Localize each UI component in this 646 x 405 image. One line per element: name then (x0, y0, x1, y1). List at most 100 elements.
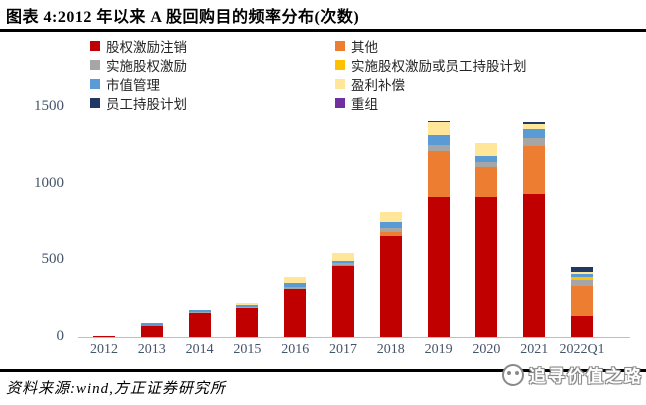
bar-segment (523, 129, 546, 138)
bar-segment (236, 307, 259, 337)
stacked-bar-2015 (236, 302, 259, 337)
bar-segment (427, 151, 450, 198)
bar-segment (571, 271, 593, 275)
bar-segment (379, 228, 402, 232)
legend-item: 股权激励注销 (90, 36, 187, 55)
bar-segment (332, 253, 354, 262)
bar-segment (571, 267, 593, 272)
bar-segment (332, 262, 354, 265)
watermark-text: 追寻价值之路 (529, 367, 643, 386)
stacked-bar-2019 (427, 120, 450, 337)
bar-segment (284, 288, 307, 290)
bar-segment (236, 304, 259, 308)
stacked-bar-2022Q1 (571, 267, 593, 337)
bar-segment (188, 313, 211, 337)
legend-swatch-icon (335, 78, 345, 89)
stacked-bar-2014 (188, 309, 211, 337)
bar-segment (284, 289, 307, 337)
figure-title: 图表 4:2012 年以来 A 股回购目的频率分布(次数) (6, 9, 360, 26)
bar-segment (571, 280, 593, 286)
bar-segment (188, 312, 211, 314)
legend-swatch-icon (335, 40, 345, 51)
bar-segment (332, 261, 354, 263)
y-axis-tick-label: 1500 (34, 98, 64, 114)
legend-label: 实施股权激励 (106, 58, 187, 74)
stacked-bar-2020 (475, 143, 498, 337)
legend-item: 其他 (335, 36, 527, 55)
stacked-bar-2017 (332, 253, 354, 337)
stacked-bar-2013 (140, 323, 163, 337)
bar-segment (475, 166, 498, 198)
y-axis-tick-label: 500 (41, 251, 65, 268)
y-axis-tick-label: 0 (56, 328, 65, 344)
x-axis-tick-label: 2017 (329, 342, 357, 357)
source-note: 资料来源:wind,方正证券研究所 (6, 381, 226, 397)
bar-segment (523, 123, 546, 130)
legend-swatch-icon (335, 59, 345, 70)
bar-segment (332, 265, 354, 337)
legend-label: 实施股权激励或员工持股计划 (351, 58, 527, 74)
watermark: 追寻价值之路 (502, 362, 643, 387)
bar-segment (140, 326, 163, 337)
legend-item: 盈利补偿 (335, 74, 527, 93)
legend-label: 股权激励注销 (106, 39, 187, 55)
bar-segment (236, 302, 259, 305)
bar-segment (571, 285, 593, 316)
bar-segment (523, 121, 546, 124)
watermark-logo-icon (502, 363, 524, 386)
x-axis-tick-label: 2013 (137, 342, 166, 357)
legend-swatch-icon (90, 78, 100, 89)
top-divider (0, 29, 646, 32)
legend-swatch-icon (90, 97, 100, 108)
bar-segment (188, 309, 211, 313)
legend-column-left: 股权激励注销 实施股权激励 市值管理员工持股计划 (90, 36, 187, 112)
x-axis-tick-label: 2021 (520, 342, 549, 357)
stacked-bar-2018 (379, 212, 402, 337)
bar-segment (93, 336, 115, 337)
legend-label: 盈利补偿 (351, 77, 405, 93)
bar-segment (427, 197, 450, 337)
legend-label: 其他 (351, 39, 378, 55)
bar-segment (379, 235, 402, 337)
bar-segment (140, 323, 163, 326)
legend-item: 重组 (335, 93, 527, 112)
x-axis-tick-label: 2019 (424, 342, 453, 357)
legend-label: 市值管理 (106, 77, 160, 93)
legend-swatch-icon (335, 97, 345, 108)
bar-segment (475, 162, 498, 167)
legend-column-right: 其他实施股权激励或员工持股计划 盈利补偿重组 (335, 36, 527, 112)
x-axis-tick-label: 2014 (185, 342, 214, 357)
legend-label: 重组 (351, 96, 378, 112)
legend-swatch-icon (90, 40, 100, 51)
bar-segment (236, 307, 259, 308)
bar-segment (475, 197, 498, 337)
bar-segment (284, 283, 307, 288)
x-axis-tick-label: 2022Q1 (559, 342, 605, 357)
bar-segment (427, 120, 450, 122)
bar-segment (571, 315, 593, 337)
legend-swatch-icon (90, 59, 100, 70)
legend-item: 员工持股计划 (90, 93, 187, 112)
x-axis-tick-label: 2020 (472, 342, 501, 357)
x-axis-tick-label: 2018 (376, 342, 405, 357)
bar-segment (379, 212, 402, 223)
bar-segment (475, 143, 498, 157)
bar-segment (427, 134, 450, 145)
x-axis-tick-label: 2016 (281, 342, 310, 357)
bar-segment (379, 222, 402, 229)
bar-segment (571, 274, 593, 278)
stacked-bar-2012 (93, 336, 115, 337)
y-axis-tick-label: 1000 (34, 174, 64, 191)
bar-segment (332, 264, 354, 266)
bar-segment (523, 137, 546, 147)
bar-segment (140, 325, 163, 327)
bar-segment (379, 231, 402, 236)
bar-segment (427, 121, 450, 135)
bar-segment (571, 277, 593, 281)
bar-segment (284, 287, 307, 289)
legend-item: 实施股权激励或员工持股计划 (335, 55, 527, 74)
stacked-bar-2021 (523, 121, 546, 337)
legend-label: 员工持股计划 (106, 96, 187, 112)
legend-item: 实施股权激励 (90, 55, 187, 74)
